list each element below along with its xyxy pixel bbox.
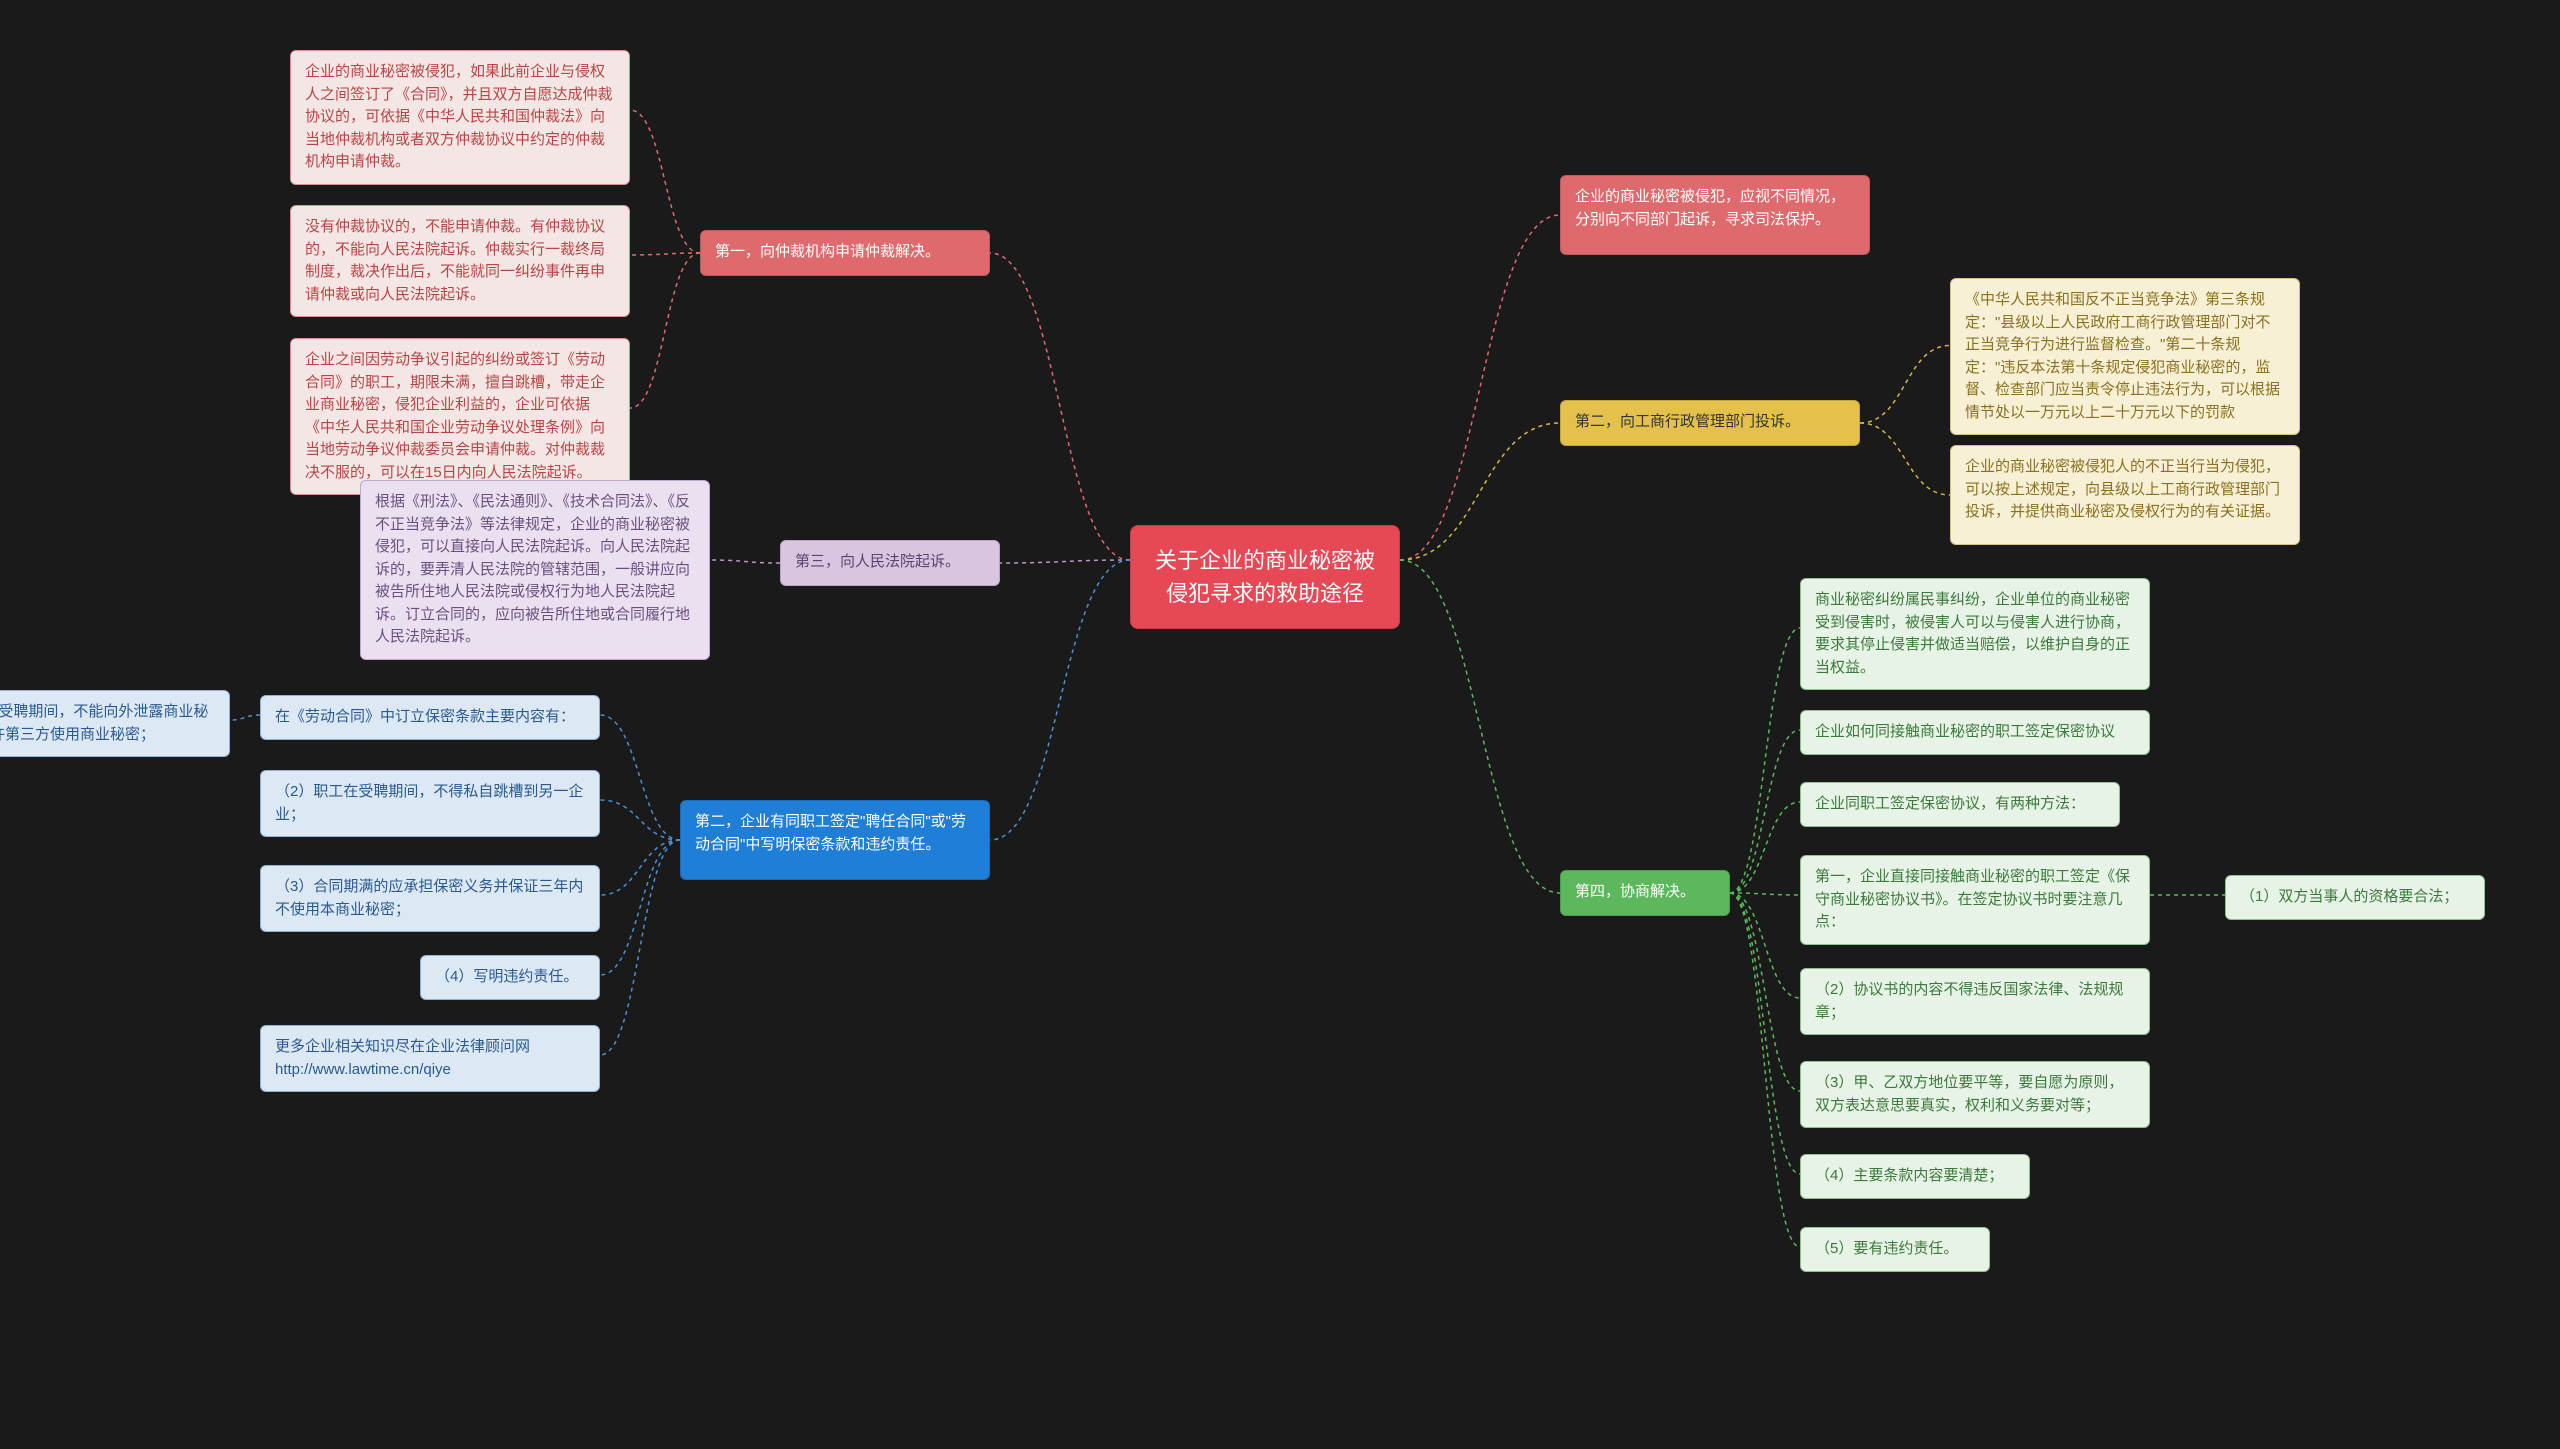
connector <box>1400 423 1560 560</box>
connector <box>1730 893 1800 1247</box>
mindmap-node: 商业秘密纠纷属民事纠纷，企业单位的商业秘密受到侵害时，被侵害人可以与侵害人进行协… <box>1800 578 2150 690</box>
connector <box>710 560 780 563</box>
connector <box>600 800 680 840</box>
mindmap-node: （1）双方当事人的资格要合法； <box>2225 875 2485 920</box>
connector <box>600 840 680 1055</box>
mindmap-node: 第二，企业有同职工签定"聘任合同"或"劳动合同"中写明保密条款和违约责任。 <box>680 800 990 880</box>
mindmap-node: （3）合同期满的应承担保密义务并保证三年内不使用本商业秘密； <box>260 865 600 932</box>
connector <box>1730 893 1800 1091</box>
mindmap-node: （2）协议书的内容不得违反国家法律、法规规章； <box>1800 968 2150 1035</box>
mindmap-node: 第一，向仲裁机构申请仲裁解决。 <box>700 230 990 276</box>
connector <box>990 253 1130 560</box>
connector <box>1730 628 1800 893</box>
connector <box>230 715 260 720</box>
mindmap-node: （4）主要条款内容要清楚； <box>1800 1154 2030 1199</box>
mindmap-node: （2）职工在受聘期间，不得私自跳槽到另一企业； <box>260 770 600 837</box>
connector <box>1400 560 1560 893</box>
mindmap-node: 企业同职工签定保密协议，有两种方法： <box>1800 782 2120 827</box>
connector <box>600 715 680 840</box>
mindmap-node: （3）甲、乙双方地位要平等，要自愿为原则，双方表达意思要真实，权利和义务要对等； <box>1800 1061 2150 1128</box>
connector <box>600 840 680 975</box>
mindmap-node: 没有仲裁协议的，不能申请仲裁。有仲裁协议的，不能向人民法院起诉。仲裁实行一裁终局… <box>290 205 630 317</box>
connector <box>600 840 680 895</box>
connector <box>1730 893 1800 998</box>
connector <box>630 253 700 255</box>
connector <box>1730 893 1800 895</box>
mindmap-node: 第四，协商解决。 <box>1560 870 1730 916</box>
mindmap-node: （1）职工在受聘期间，不能向外泄露商业秘密，不能允许第三方使用商业秘密； <box>0 690 230 757</box>
connector <box>1730 893 1800 1174</box>
mindmap-node: 企业的商业秘密被侵犯，如果此前企业与侵权人之间签订了《合同》，并且双方自愿达成仲… <box>290 50 630 185</box>
connector <box>1860 423 1950 495</box>
mindmap-node: 《中华人民共和国反不正当竞争法》第三条规定："县级以上人民政府工商行政管理部门对… <box>1950 278 2300 435</box>
mindmap-node: 根据《刑法》、《民法通则》、《技术合同法》、《反不正当竞争法》等法律规定，企业的… <box>360 480 710 660</box>
mindmap-node: 第一，企业直接同接触商业秘密的职工签定《保守商业秘密协议书》。在签定协议书时要注… <box>1800 855 2150 945</box>
connector <box>990 560 1130 840</box>
mindmap-node: 企业的商业秘密被侵犯人的不正当行当为侵犯，可以按上述规定，向县级以上工商行政管理… <box>1950 445 2300 545</box>
connector <box>1730 730 1800 893</box>
mindmap-node: 企业的商业秘密被侵犯，应视不同情况，分别向不同部门起诉，寻求司法保护。 <box>1560 175 1870 255</box>
mindmap-node: 企业如何同接触商业秘密的职工签定保密协议 <box>1800 710 2150 755</box>
connector <box>1400 215 1560 560</box>
mindmap-node: （4）写明违约责任。 <box>420 955 600 1000</box>
mindmap-node: （5）要有违约责任。 <box>1800 1227 1990 1272</box>
center-node: 关于企业的商业秘密被侵犯寻求的救助途径 <box>1130 525 1400 629</box>
connector <box>1860 346 1950 424</box>
mindmap-node: 第二，向工商行政管理部门投诉。 <box>1560 400 1860 446</box>
connector <box>1730 802 1800 893</box>
mindmap-node: 更多企业相关知识尽在企业法律顾问网http://www.lawtime.cn/q… <box>260 1025 600 1092</box>
mindmap-node: 第三，向人民法院起诉。 <box>780 540 1000 586</box>
connector <box>1000 560 1130 563</box>
mindmap-node: 企业之间因劳动争议引起的纠纷或签订《劳动合同》的职工，期限未满，擅自跳槽，带走企… <box>290 338 630 495</box>
connector <box>630 110 700 253</box>
mindmap-node: 在《劳动合同》中订立保密条款主要内容有： <box>260 695 600 740</box>
connector <box>630 253 700 408</box>
